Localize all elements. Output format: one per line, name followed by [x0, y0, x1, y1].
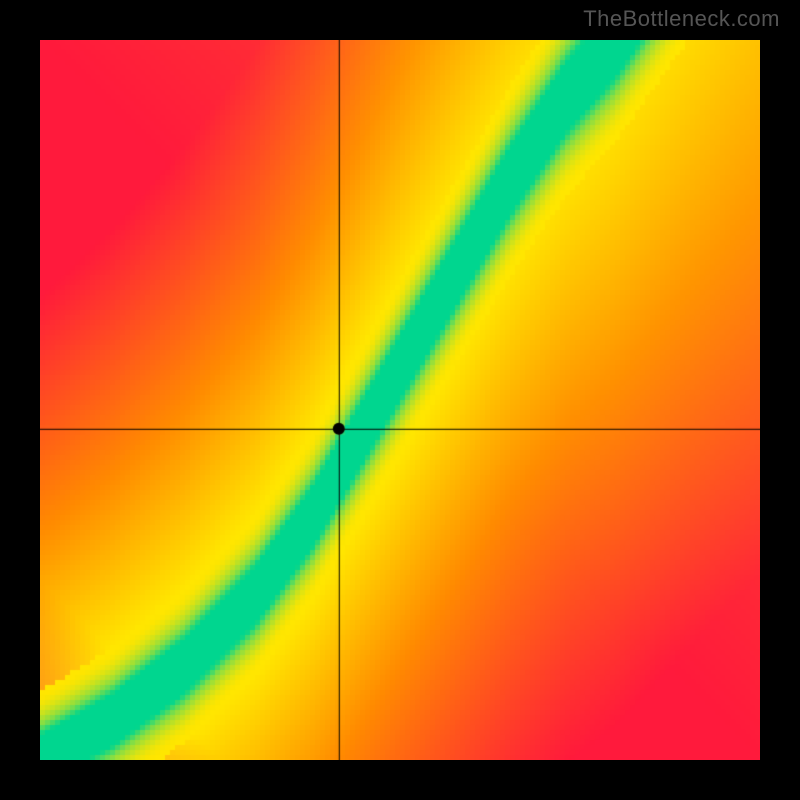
bottleneck-heatmap	[40, 40, 760, 760]
chart-container: TheBottleneck.com	[0, 0, 800, 800]
watermark-text: TheBottleneck.com	[583, 6, 780, 32]
